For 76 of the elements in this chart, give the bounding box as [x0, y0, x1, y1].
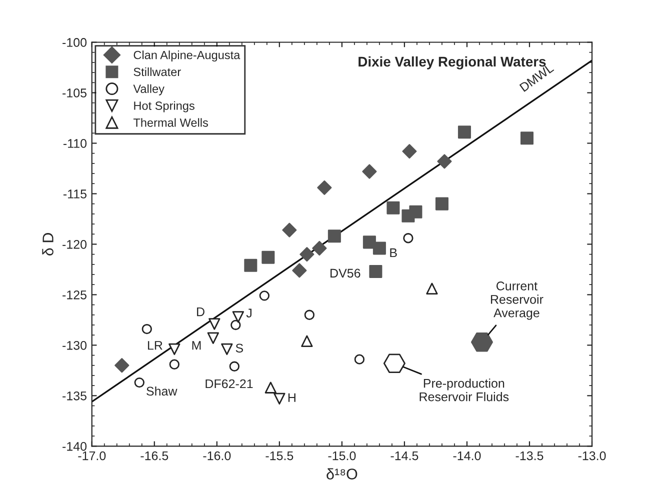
x-tick-label: -15.5: [266, 451, 294, 460]
annotation: DV56: [330, 268, 360, 278]
point: [369, 264, 382, 278]
point: [372, 242, 386, 255]
x-tick-label: -13.0: [578, 451, 606, 460]
point: [458, 126, 471, 139]
x-tick-label: -14.5: [390, 451, 418, 460]
y-tick-label: -120: [62, 240, 87, 249]
annotation: M: [192, 341, 201, 350]
point: [403, 233, 414, 244]
annotation: H: [288, 393, 296, 402]
x-tick-label: -14.0: [453, 451, 481, 460]
x-tick-label: -17.0: [78, 451, 106, 460]
point: [304, 310, 315, 320]
legend-label: Hot Springs: [134, 101, 194, 112]
y-tick-label: -130: [62, 340, 87, 350]
point: [300, 247, 314, 262]
y-tick-label: -140: [62, 442, 87, 451]
point: [354, 354, 365, 364]
point: [259, 290, 270, 301]
point: [292, 263, 307, 278]
point: [282, 222, 297, 238]
point: [426, 282, 438, 294]
point: [409, 205, 422, 218]
annotation: Shaw: [146, 386, 178, 396]
point: [520, 132, 534, 145]
x-tick-label: -13.5: [516, 451, 544, 460]
point: [312, 240, 327, 256]
annotation: Pre-production Reservoir Fluids: [420, 378, 509, 402]
annotation: LR: [148, 341, 162, 350]
x-tick-label: -16.5: [140, 451, 168, 460]
point: [230, 320, 241, 330]
annotation: S: [236, 344, 244, 353]
point: [262, 250, 275, 264]
point: [437, 154, 452, 169]
x-axis-title: δ¹⁸O: [326, 468, 358, 480]
point: [402, 144, 417, 159]
point: [244, 258, 258, 272]
point: [301, 335, 313, 347]
point: [207, 332, 219, 344]
point: [264, 382, 277, 394]
y-tick-label: -105: [62, 88, 86, 98]
point: [470, 332, 493, 352]
point: [221, 343, 233, 356]
legend-label: Stillwater: [134, 67, 181, 76]
point: [114, 358, 130, 373]
point: [169, 359, 180, 370]
legend-label: Clan Alpine-Augusta: [134, 50, 240, 62]
annotation: J: [246, 308, 252, 318]
y-tick-label: -135: [62, 391, 86, 400]
y-axis-title: δ D: [42, 233, 54, 256]
point: [134, 377, 144, 388]
point: [386, 201, 400, 214]
annotation: DF62-21: [206, 379, 253, 388]
point: [435, 197, 448, 210]
annotation: D: [197, 308, 204, 316]
legend-label: Thermal Wells: [133, 118, 208, 127]
point: [168, 343, 180, 356]
point: [274, 392, 286, 405]
point: [208, 318, 220, 330]
y-tick-label: -100: [62, 38, 87, 47]
y-tick-label: -125: [62, 290, 86, 300]
point: [328, 230, 341, 243]
annotation: Current Reservoir Average: [490, 282, 544, 320]
y-tick-label: -110: [63, 139, 87, 148]
x-tick-label: -16.0: [203, 451, 231, 460]
point: [142, 324, 152, 334]
annotation: B: [390, 248, 397, 258]
y-tick-label: -115: [63, 190, 86, 198]
point: [362, 164, 377, 179]
legend-label: Valley: [133, 84, 164, 96]
point: [229, 361, 240, 372]
point: [232, 311, 244, 323]
x-tick-label: -15.0: [328, 451, 356, 460]
point: [383, 354, 406, 373]
point: [317, 180, 332, 195]
